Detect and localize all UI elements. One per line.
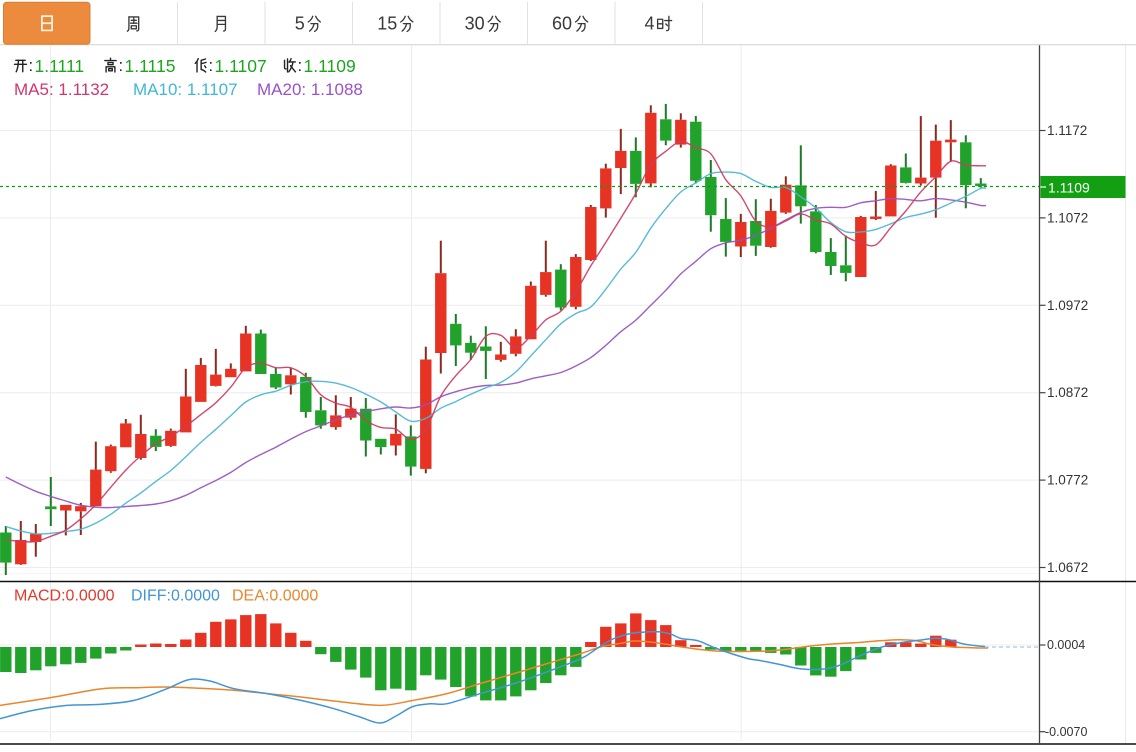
svg-text:1.0972: 1.0972: [1047, 298, 1088, 313]
svg-text:MACD:0.0000: MACD:0.0000: [14, 588, 115, 605]
svg-text:1.1172: 1.1172: [1047, 123, 1087, 138]
svg-text:1.0872: 1.0872: [1047, 385, 1088, 400]
svg-text:DEA:0.0000: DEA:0.0000: [232, 588, 318, 605]
svg-text:60: 60: [552, 14, 572, 34]
svg-text:1.1109: 1.1109: [1048, 180, 1090, 196]
svg-text:MA20: 1.1088: MA20: 1.1088: [257, 80, 363, 99]
svg-text::: :: [209, 57, 214, 75]
svg-text:4: 4: [645, 14, 655, 34]
svg-text::: :: [119, 57, 124, 75]
svg-text:DIFF:0.0000: DIFF:0.0000: [131, 588, 220, 605]
svg-text::: :: [29, 57, 34, 75]
svg-text:5: 5: [295, 14, 305, 34]
svg-text::: :: [298, 57, 303, 75]
svg-text:1.1072: 1.1072: [1047, 210, 1088, 225]
svg-text:1.1107: 1.1107: [215, 56, 267, 76]
svg-text:MA10: 1.1107: MA10: 1.1107: [133, 80, 238, 99]
svg-text:1.1115: 1.1115: [125, 56, 176, 76]
svg-text:1.0772: 1.0772: [1047, 473, 1088, 488]
svg-text:1.1111: 1.1111: [35, 56, 85, 76]
svg-text:1.1109: 1.1109: [304, 56, 356, 76]
svg-text:0.0004: 0.0004: [1047, 638, 1085, 652]
svg-text:MA5: 1.1132: MA5: 1.1132: [14, 80, 109, 99]
svg-text:-0.0070: -0.0070: [1045, 725, 1087, 739]
svg-text:1.0672: 1.0672: [1047, 560, 1088, 575]
svg-text:15: 15: [377, 14, 397, 34]
svg-text:30: 30: [465, 14, 485, 34]
